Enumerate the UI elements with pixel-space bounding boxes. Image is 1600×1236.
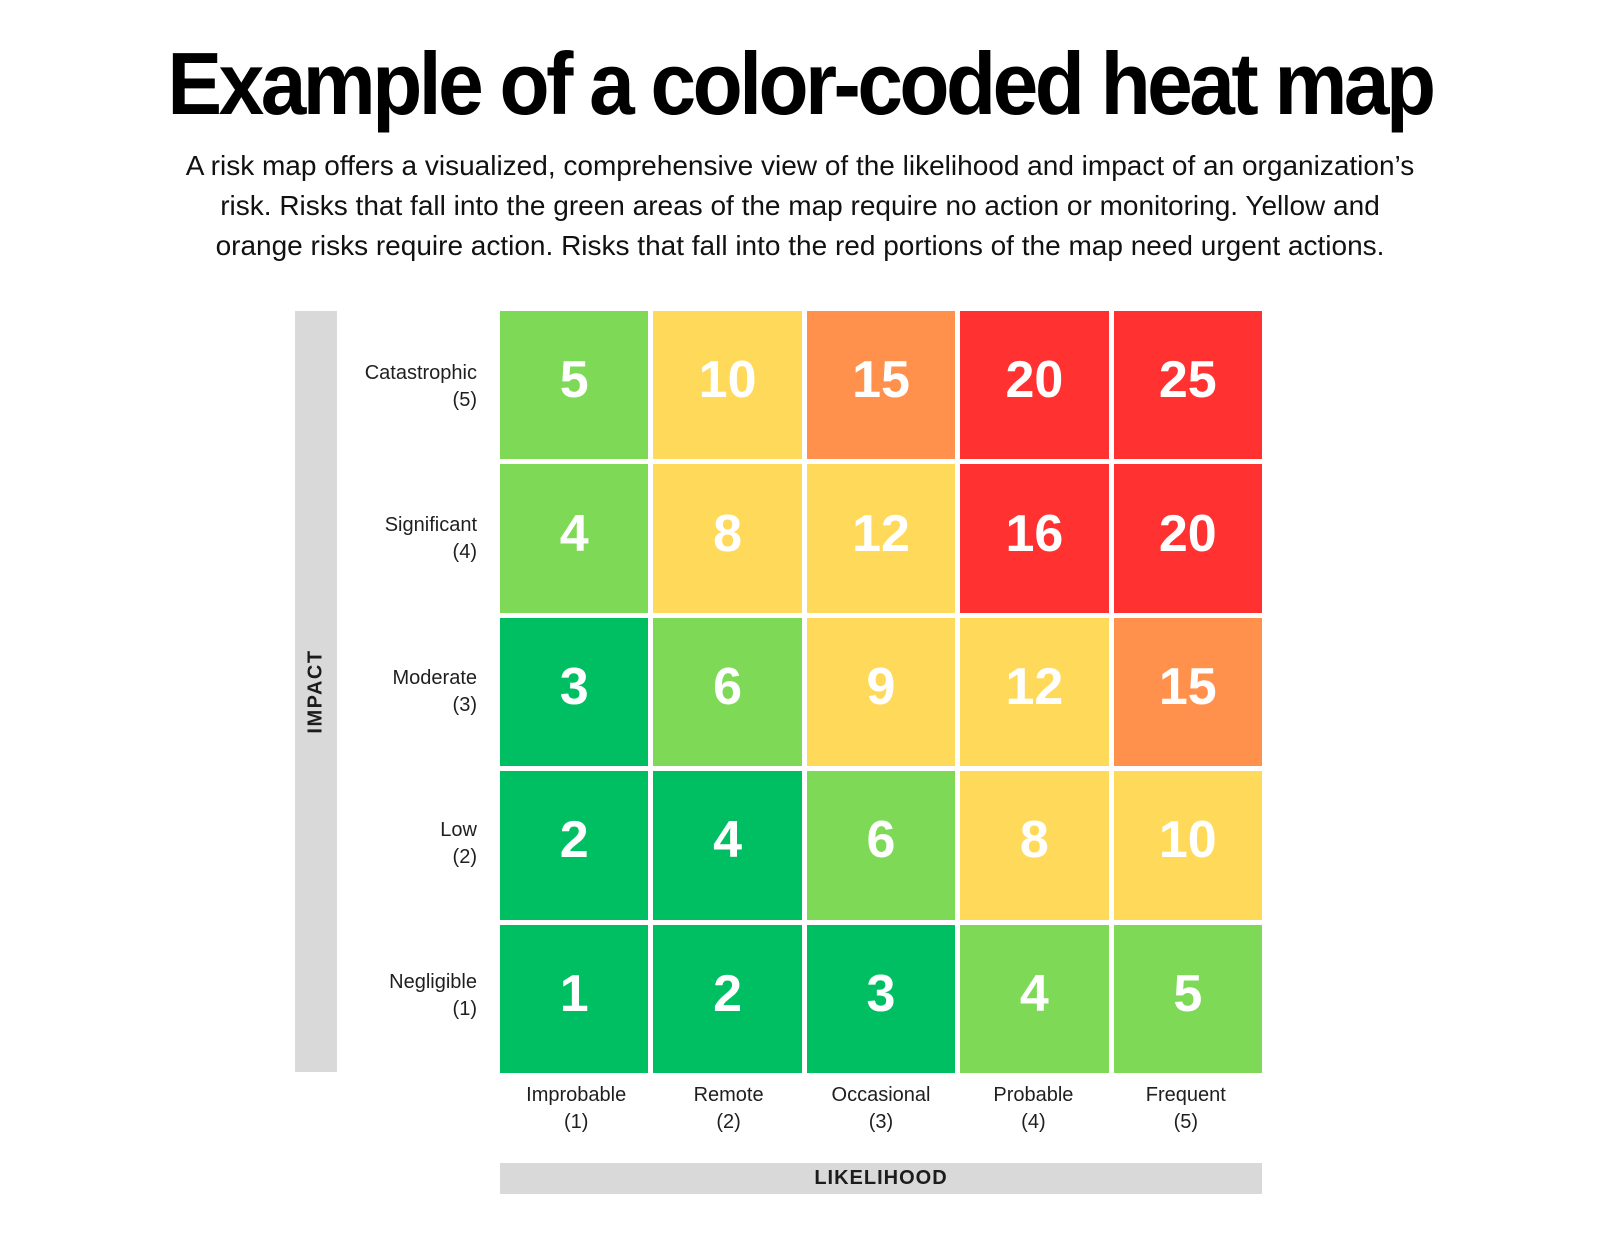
heatmap-cell: 25 bbox=[1113, 311, 1262, 460]
heatmap-cell: 1 bbox=[500, 924, 649, 1073]
heatmap-cell: 15 bbox=[1113, 617, 1262, 767]
likelihood-axis-label: LIKELIHOOD bbox=[814, 1167, 948, 1189]
heatmap-cell: 4 bbox=[960, 924, 1109, 1073]
heatmap-cell: 8 bbox=[960, 771, 1109, 920]
likelihood-col-labels: Improbable (1) Remote (2) Occasional (3) Proba… bbox=[500, 1082, 1262, 1136]
heatmap-cell: 12 bbox=[806, 464, 956, 613]
impact-category-label: Moderate (3) bbox=[392, 666, 478, 716]
heatmap-cell: 15 bbox=[806, 311, 956, 460]
heatmap-cell: 9 bbox=[806, 617, 956, 767]
heatmap-cell: 10 bbox=[1113, 771, 1262, 920]
heatmap-cell: 20 bbox=[960, 311, 1109, 460]
heatmap-cell: 2 bbox=[653, 924, 802, 1073]
impact-category-label: Significant (4) bbox=[384, 514, 477, 564]
heatmap-cell: 20 bbox=[1113, 464, 1262, 613]
likelihood-category-label: Improbable (1) bbox=[526, 1084, 627, 1133]
heatmap-cell: 6 bbox=[653, 617, 802, 767]
page-title: Example of a color-coded heat map bbox=[167, 35, 1436, 134]
heatmap-cell: 5 bbox=[1113, 924, 1262, 1073]
heatmap-cell: 5 bbox=[500, 311, 649, 460]
impact-category-label: Negligible (1) bbox=[389, 970, 477, 1020]
heatmap-cell: 4 bbox=[653, 771, 802, 920]
impact-row-labels: Catastrophic (5) Significant (4) Moderate (3)… bbox=[337, 311, 477, 1072]
impact-category-label: Catastrophic (5) bbox=[364, 362, 477, 412]
heatmap-cell: 12 bbox=[960, 617, 1109, 767]
heatmap-cell: 2 bbox=[500, 771, 649, 920]
heatmap-cell: 3 bbox=[500, 617, 649, 767]
impact-category-label: Low (2) bbox=[440, 818, 477, 868]
impact-axis-label: IMPACT bbox=[304, 649, 327, 734]
impact-axis-bar: IMPACT bbox=[295, 311, 337, 1072]
likelihood-category-label: Probable (4) bbox=[993, 1084, 1074, 1133]
heatmap-cell: 6 bbox=[806, 771, 956, 920]
heatmap-grid: 5 10 15 20 25 4 8 12 16 20 3 6 9 12 15 2 4 6 8 10 1 2 3 4 5 bbox=[500, 311, 1262, 1073]
likelihood-category-label: Occasional (3) bbox=[831, 1084, 931, 1133]
heatmap-cell: 10 bbox=[653, 311, 802, 460]
heatmap-cell: 16 bbox=[960, 464, 1109, 613]
likelihood-category-label: Remote (2) bbox=[693, 1084, 764, 1133]
likelihood-category-label: Frequent (5) bbox=[1145, 1084, 1226, 1133]
heatmap-cell: 8 bbox=[653, 464, 802, 613]
page-description: A risk map offers a visualized, comprehe… bbox=[185, 150, 1415, 261]
heatmap-cell: 4 bbox=[500, 464, 649, 613]
heatmap-cell: 3 bbox=[806, 924, 956, 1073]
likelihood-axis-bar: LIKELIHOOD bbox=[500, 1163, 1262, 1194]
